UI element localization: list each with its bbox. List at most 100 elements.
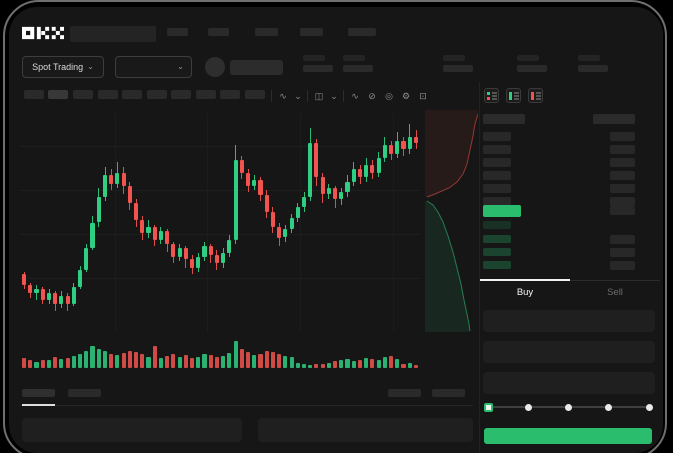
candle-body <box>96 196 101 223</box>
volume-bar <box>227 353 232 368</box>
ask-price-placeholder[interactable] <box>483 184 511 193</box>
candle-body <box>28 284 33 294</box>
slider-stop[interactable] <box>524 404 532 411</box>
candle-body <box>376 158 381 173</box>
line-tool-icon[interactable]: ∿ <box>351 91 359 101</box>
candle-body <box>326 188 331 195</box>
volume-bar <box>314 363 319 368</box>
orderbook-view-bids-icon[interactable] <box>506 88 521 103</box>
nav-item-placeholder[interactable] <box>348 28 376 36</box>
candle-body <box>109 175 114 184</box>
settings-gear-icon[interactable]: ⚙ <box>401 91 411 101</box>
chevron-down-icon[interactable]: ⌄ <box>330 91 338 101</box>
compare-icon[interactable]: ⊘ <box>368 91 376 101</box>
pair-name-placeholder <box>230 60 283 75</box>
indicators-icon[interactable]: ∿ <box>279 91 287 101</box>
panel-divider <box>479 82 480 453</box>
ask-price-placeholder[interactable] <box>483 171 511 180</box>
candle-body <box>301 196 307 208</box>
orders-panel-placeholder <box>258 418 473 442</box>
timeframe-button[interactable] <box>171 90 191 99</box>
volume-bar <box>221 356 226 368</box>
slider-stop[interactable] <box>645 404 653 411</box>
candle-body <box>364 164 369 178</box>
timeframe-button[interactable] <box>73 90 93 99</box>
timeframe-button[interactable] <box>196 90 216 99</box>
candlestick-chart[interactable] <box>9 7 429 337</box>
volume-bar <box>140 354 145 368</box>
chevron-down-icon[interactable]: ⌄ <box>294 91 302 101</box>
timeframe-button[interactable] <box>220 90 240 99</box>
orderbook-view-combined-icon[interactable] <box>484 88 499 103</box>
nav-item-placeholder[interactable] <box>300 28 323 36</box>
volume-bar <box>65 357 70 368</box>
screenshot-icon[interactable]: ◎ <box>385 91 393 101</box>
volume-bar <box>152 345 157 368</box>
candle-body <box>295 207 300 219</box>
volume-bar <box>90 346 95 368</box>
toolbar-divider <box>343 90 344 102</box>
bid-price-placeholder[interactable] <box>483 261 511 269</box>
slider-stop[interactable] <box>605 404 613 411</box>
timeframe-button[interactable] <box>147 90 167 99</box>
market-type-label: Spot Trading <box>32 62 84 72</box>
candle-body <box>208 246 213 255</box>
candle-body <box>221 252 226 264</box>
slider-stop[interactable] <box>565 404 572 411</box>
pair-selector[interactable]: ⌄ <box>115 56 192 78</box>
market-type-selector[interactable]: Spot Trading ⌄ <box>22 56 104 78</box>
tab-sell[interactable]: Sell <box>607 287 623 298</box>
bottom-tab-placeholder[interactable] <box>68 389 101 397</box>
bottom-tab-placeholder[interactable] <box>22 389 55 397</box>
ask-price-placeholder[interactable] <box>483 158 511 167</box>
volume-bar <box>158 357 163 368</box>
stat-value-placeholder <box>578 65 608 72</box>
bid-price-placeholder[interactable] <box>483 248 511 256</box>
volume-bar <box>333 361 338 368</box>
volume-bar <box>196 356 201 368</box>
candle-body <box>183 248 188 260</box>
timeframe-button[interactable] <box>48 90 68 99</box>
candle-body <box>171 244 176 257</box>
gridline <box>300 113 301 332</box>
gridline <box>20 278 420 279</box>
bottom-action-placeholder[interactable] <box>388 389 421 397</box>
volume-chart <box>9 7 429 372</box>
candle-body <box>389 145 394 154</box>
slider-handle[interactable] <box>483 403 493 412</box>
candle-body <box>245 173 251 186</box>
candle-body <box>239 160 244 174</box>
volume-bar <box>351 360 356 368</box>
candle-style-icon[interactable]: ◫ <box>314 91 324 101</box>
nav-item-placeholder[interactable] <box>208 28 229 36</box>
nav-item-placeholder[interactable] <box>255 28 278 36</box>
orderbook-view-asks-icon[interactable] <box>528 88 543 103</box>
volume-bar <box>289 357 294 368</box>
okx-logo[interactable] <box>22 26 64 40</box>
order-amount-input[interactable] <box>483 341 655 363</box>
orderbook-header-placeholder <box>593 114 635 124</box>
timeframe-button[interactable] <box>245 90 265 99</box>
order-total-input[interactable] <box>483 372 655 394</box>
ask-amount-placeholder <box>610 184 635 193</box>
order-price-input[interactable] <box>483 310 655 332</box>
timeframe-button[interactable] <box>122 90 142 99</box>
candle-body <box>401 140 406 150</box>
ask-price-placeholder[interactable] <box>483 197 511 206</box>
timeframe-button[interactable] <box>24 90 44 99</box>
bid-price-placeholder[interactable] <box>483 235 511 243</box>
ask-price-placeholder[interactable] <box>483 132 511 141</box>
bid-price-placeholder[interactable] <box>483 221 511 229</box>
candle-body <box>40 289 45 300</box>
volume-bar <box>202 354 207 368</box>
timeframe-button[interactable] <box>98 90 118 99</box>
ask-price-placeholder[interactable] <box>483 145 511 154</box>
bottom-action-placeholder[interactable] <box>432 389 465 397</box>
fullscreen-icon[interactable]: ⊡ <box>419 91 427 101</box>
last-price-badge[interactable] <box>483 205 521 217</box>
volume-bar <box>401 364 406 368</box>
tab-buy[interactable]: Buy <box>516 287 534 298</box>
nav-item-placeholder[interactable] <box>167 28 188 36</box>
volume-bar <box>357 359 363 368</box>
buy-button[interactable] <box>484 428 652 444</box>
